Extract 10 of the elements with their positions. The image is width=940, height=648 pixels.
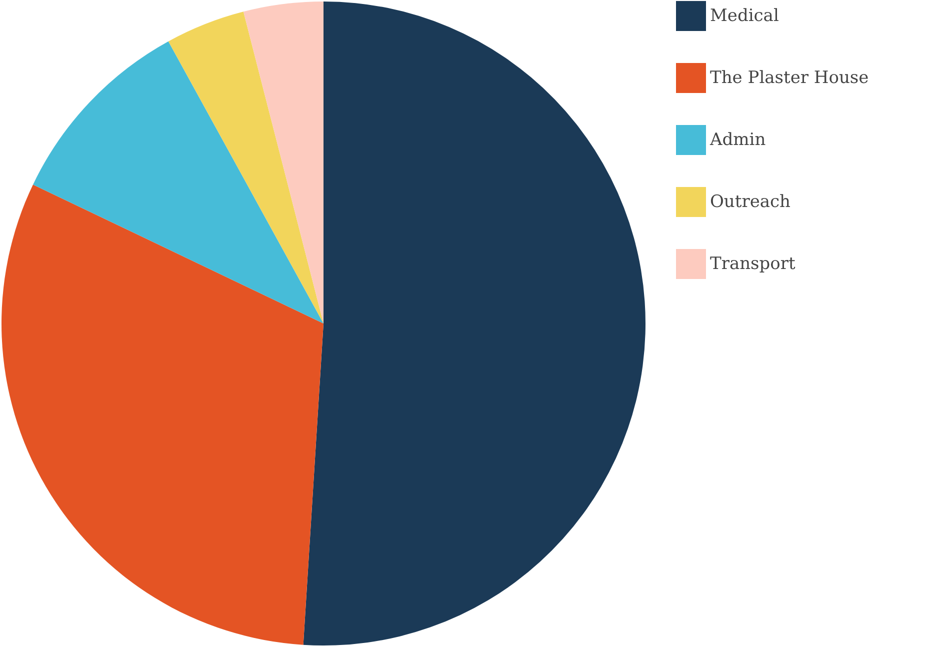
pie-slice bbox=[2, 184, 324, 645]
pie-slice bbox=[168, 12, 324, 324]
legend-label: Outreach bbox=[710, 192, 791, 212]
pie-slice bbox=[303, 2, 646, 645]
legend-label: Transport bbox=[710, 254, 796, 274]
pie-slice bbox=[33, 41, 324, 324]
legend-label: Admin bbox=[709, 130, 766, 150]
pie-slice bbox=[243, 2, 324, 324]
legend-label: The Plaster House bbox=[710, 68, 869, 88]
legend-label: Medical bbox=[710, 6, 779, 26]
